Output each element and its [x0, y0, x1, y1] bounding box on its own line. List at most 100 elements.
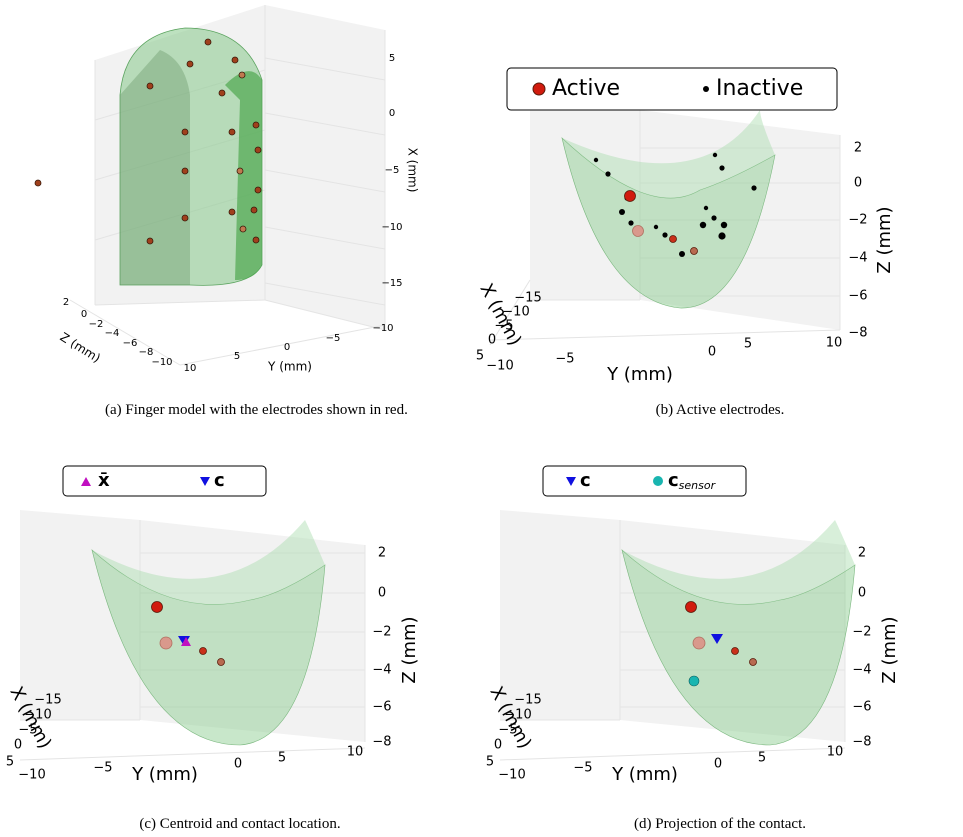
y-axis-label: Y (mm): [131, 764, 198, 785]
y-tick-label: −10: [486, 359, 513, 374]
grid: [489, 110, 841, 346]
y-tick-label: −5: [573, 761, 592, 776]
finger-side: [225, 71, 262, 280]
x-tick-label: −15: [514, 693, 541, 708]
z-tick-label: −2: [372, 625, 391, 640]
y-axis-label: Y (mm): [267, 360, 312, 374]
z-tick-label: −6: [852, 700, 871, 715]
y-tick-label: 0: [284, 342, 290, 353]
y-tick-label: 5: [234, 351, 240, 362]
x-tick-label: −15: [514, 291, 541, 306]
legend-marker: [200, 477, 210, 486]
grid: [499, 520, 846, 761]
x-tick-label: −5: [18, 723, 37, 738]
legend-marker: [566, 477, 576, 486]
grid: [19, 520, 366, 761]
caption: (a) Finger model with the electrodes sho…: [105, 402, 408, 418]
active-electrodes: [624, 190, 698, 255]
legend-box: [542, 465, 747, 497]
contact-marker: [711, 634, 723, 644]
legend-box: [62, 465, 267, 497]
y-axis-label: Y (mm): [611, 764, 678, 785]
y-axis-label: Y (mm): [606, 364, 673, 385]
z-tick-label: 2: [854, 141, 862, 156]
x-tick-label: −10: [504, 708, 531, 723]
y-tick-label: 5: [278, 751, 286, 766]
bowl-surface: [621, 549, 856, 746]
x-tick-label: 0: [14, 738, 22, 753]
bowl-rim: [92, 520, 325, 605]
z-tick-label: −2: [852, 625, 871, 640]
box-pane: [20, 510, 365, 742]
legend-label: x̄: [98, 470, 110, 491]
z-tick-label: 0: [81, 309, 87, 320]
y-tick-label: 0: [234, 757, 242, 772]
y-tick-label: 10: [184, 363, 197, 374]
legend-box: [506, 67, 838, 111]
y-tick-label: 10: [827, 745, 844, 760]
panel-c: [19, 465, 366, 761]
x-tick-label: 0: [494, 738, 502, 753]
sensor-marker: [688, 675, 700, 687]
y-tick-label: −5: [326, 333, 341, 344]
x-tick-label: −10: [502, 305, 529, 320]
z-tick-label: 0: [378, 586, 386, 601]
y-tick-label: −5: [93, 761, 112, 776]
y-tick-label: 5: [758, 751, 766, 766]
z-tick-label: −8: [372, 735, 391, 750]
z-tick-label: −4: [852, 663, 871, 678]
caption: (c) Centroid and contact location.: [139, 816, 341, 832]
z-tick-label: −8: [852, 735, 871, 750]
z-tick-label: −8: [139, 347, 154, 358]
z-tick-label: −6: [123, 338, 138, 349]
bowl-surface: [561, 137, 776, 309]
caption: (b) Active electrodes.: [655, 402, 785, 418]
active-electrodes: [685, 601, 757, 666]
legend-marker: [703, 86, 709, 92]
z-tick-label: −2: [89, 319, 104, 330]
x-tick-label: 0: [488, 333, 496, 348]
z-tick-label: −4: [372, 663, 391, 678]
x-axis-label: X (mm): [406, 148, 420, 193]
z-axis-label: Z (mm): [874, 206, 895, 273]
legend-label: Inactive: [716, 76, 803, 101]
z-tick-label: −4: [105, 328, 120, 339]
z-tick-label: 2: [378, 546, 386, 561]
x-tick-label: −5: [498, 723, 517, 738]
z-axis-label: Z (mm): [399, 616, 420, 683]
z-tick-label: −2: [848, 213, 867, 228]
box-pane: [530, 100, 840, 330]
bowl-rim: [562, 110, 775, 199]
inactive-electrodes: [593, 152, 757, 257]
box-pane: [500, 510, 845, 742]
x-tick-label: −15: [381, 278, 402, 289]
z-tick-label: −4: [848, 251, 867, 266]
finger-shade: [120, 50, 190, 285]
x-tick-label: −5: [385, 165, 400, 176]
z-tick-label: −6: [372, 700, 391, 715]
x-tick-label: 5: [389, 53, 395, 64]
legend-subscript: sensor: [679, 479, 717, 492]
z-tick-label: −6: [848, 289, 867, 304]
y-tick-label: 5: [744, 337, 752, 352]
z-tick-label: −10: [151, 357, 172, 368]
x-tick-label: 5: [6, 755, 14, 770]
y-tick-label: 10: [347, 745, 364, 760]
panel-a: [34, 5, 386, 366]
x-tick-label: −15: [34, 693, 61, 708]
bowl-surface: [91, 549, 326, 746]
y-tick-label: −5: [555, 352, 574, 367]
legend-marker: [653, 476, 663, 486]
x-tick-label: 0: [389, 108, 395, 119]
z-tick-label: 0: [854, 176, 862, 191]
caption: (d) Projection of the contact.: [633, 816, 807, 832]
y-tick-label: −10: [498, 768, 525, 783]
y-tick-label: 0: [708, 345, 716, 360]
centroid-marker: [181, 637, 191, 646]
y-tick-label: 0: [714, 757, 722, 772]
x-tick-label: −10: [24, 708, 51, 723]
y-tick-label: −10: [18, 768, 45, 783]
x-tick-label: −10: [381, 222, 402, 233]
panel-d: [499, 465, 856, 761]
